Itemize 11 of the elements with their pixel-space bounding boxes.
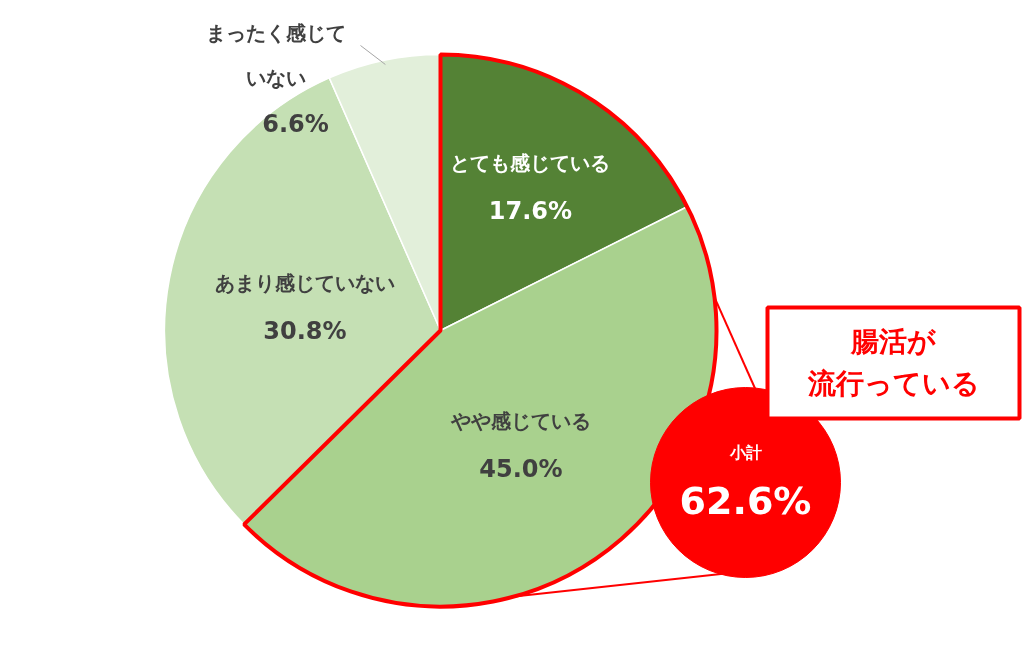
data-label: 17.6%	[488, 196, 572, 225]
slice-label: あまり感じていない	[214, 270, 395, 295]
slice-label: やや感じている	[449, 408, 591, 433]
data-label: 45.0%	[479, 454, 563, 483]
slice-label: とても感じている	[450, 150, 611, 175]
data-label: 30.8%	[263, 316, 347, 345]
slice-label: まったく感じていない	[205, 20, 346, 91]
text: 腸活が流行っている	[806, 325, 980, 400]
data-label: 6.6%	[262, 109, 329, 138]
text: 小計	[728, 443, 762, 462]
text: 62.6%	[679, 478, 812, 523]
